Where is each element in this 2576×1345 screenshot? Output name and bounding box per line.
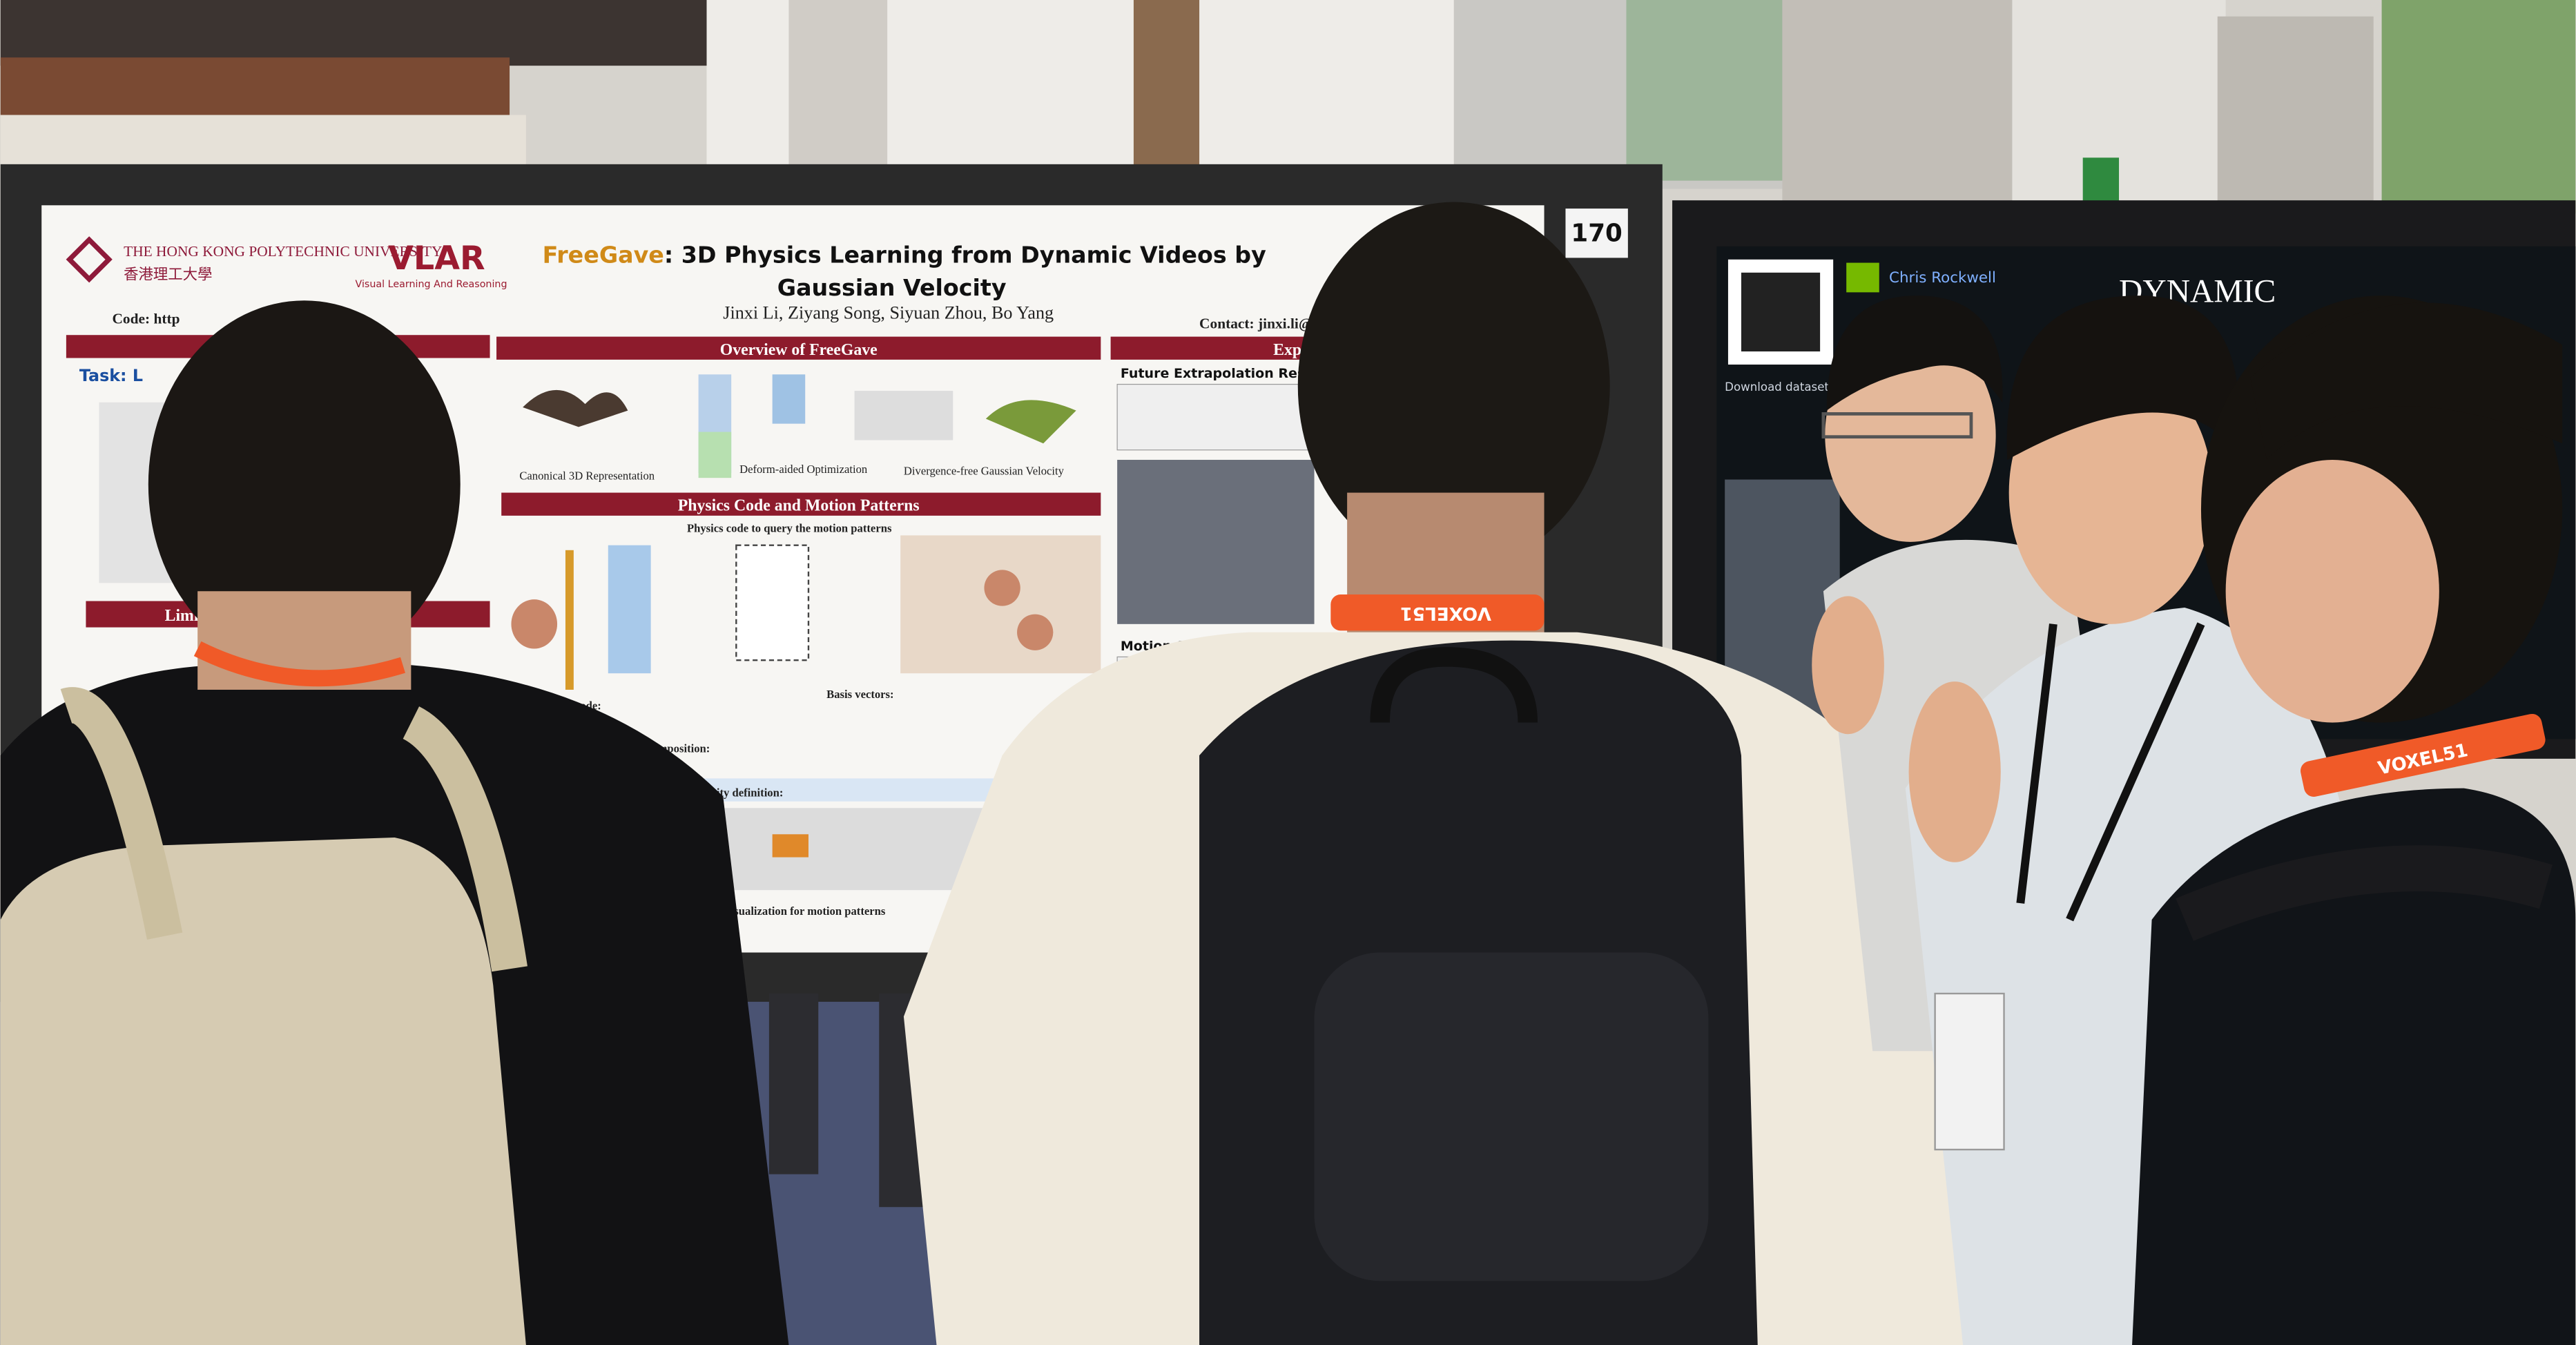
- pillar: [788, 0, 888, 181]
- lanyard: [193, 641, 405, 687]
- backpack-strap: [60, 687, 527, 972]
- caption: Deform-aided Optimization: [739, 463, 868, 476]
- network-block: [698, 432, 732, 478]
- overview-header: Overview of FreeGave: [720, 341, 878, 359]
- window: [2381, 0, 2576, 214]
- backpack: [0, 838, 526, 1345]
- matrix-figure: [735, 544, 810, 661]
- image-grid: [1117, 459, 1315, 624]
- university-name-cn: 香港理工大學: [124, 266, 212, 283]
- pillar: [1782, 0, 2013, 206]
- lab-name: Visual Learning And Reasoning: [356, 279, 507, 290]
- physics-header: Physics Code and Motion Patterns: [678, 497, 920, 515]
- poster-contact: Contact: jinxi.li@c: [1199, 316, 1319, 332]
- ceiling: [0, 0, 707, 66]
- wall-panel: [0, 115, 526, 173]
- section-header: [501, 492, 1101, 516]
- person-legs: [768, 993, 819, 1174]
- backpack-strap: [2176, 845, 2553, 941]
- booth-number: 170: [1571, 220, 1622, 248]
- figure: [984, 570, 1020, 606]
- wood-beam: [0, 57, 510, 115]
- backpack-pocket: [1314, 952, 1709, 1281]
- lanyard-text: VOXEL51: [1400, 603, 1491, 623]
- poster-authors: Jinxi Li, Ziyang Song, Siyuan Zhou, Bo Y…: [723, 302, 1054, 322]
- lanyard: [2016, 622, 2205, 922]
- figure: [1017, 614, 1054, 650]
- task-label: Task: L: [79, 366, 143, 385]
- figure: [854, 391, 953, 441]
- caption: Basis vectors:: [826, 688, 893, 701]
- definition-box: [664, 778, 1025, 802]
- logo: [1846, 262, 1879, 293]
- code-bar: [565, 550, 574, 690]
- poster-title: FreeGave: 3D Physics Learning from Dynam…: [543, 242, 1266, 269]
- bird-figure: [985, 400, 1076, 444]
- figure: [511, 599, 558, 649]
- caption: Divergence-free Gaussian Velocity: [904, 464, 1065, 477]
- door: [1133, 0, 1200, 181]
- university-name: THE HONG KONG POLYTECHNIC UNIVERSITY: [124, 243, 442, 260]
- person-hair: [148, 300, 461, 669]
- person-hand: [1908, 681, 2001, 862]
- person-face: [2225, 459, 2439, 723]
- table-figure: [1116, 383, 1315, 451]
- person-shirt: [2132, 788, 2576, 1345]
- qr-code-pattern: [1741, 272, 1821, 352]
- bat-figure: [523, 389, 628, 427]
- lanyard: [1330, 594, 1544, 631]
- lanyard: [2301, 713, 2546, 797]
- person-hair: [1826, 296, 2003, 411]
- section-header: [496, 336, 1101, 360]
- network-block: [608, 545, 651, 674]
- caption: Physics code to query the motion pattern…: [687, 522, 892, 535]
- badge: [1934, 992, 2005, 1151]
- person-hair: [2250, 302, 2563, 460]
- pillar: [2217, 16, 2374, 206]
- exit-sign: [2082, 157, 2120, 204]
- booth-tag: [1565, 209, 1628, 258]
- backpack-handle: [1370, 647, 1538, 724]
- person-hair: [2006, 296, 2240, 460]
- author-name: Chris Rockwell: [1889, 269, 1996, 287]
- figure: [772, 834, 808, 858]
- caption: Future Extrapolation Results: [1121, 366, 1333, 381]
- lab-logo: VLAR: [388, 240, 485, 278]
- poster-code: Code: http: [112, 311, 180, 327]
- window: [1626, 0, 1783, 181]
- person-hand: [1812, 596, 1884, 735]
- network-block: [772, 374, 806, 424]
- caption: Visualization for motion patterns: [723, 904, 886, 918]
- university-logo: [66, 236, 113, 283]
- caption: Canonical 3D Representation: [519, 470, 655, 483]
- person-hair: [1297, 202, 1610, 570]
- poster-title-line2: Gaussian Velocity: [777, 274, 1007, 301]
- download-label: Download dataset: [1725, 380, 1829, 394]
- glasses: [1821, 412, 1973, 439]
